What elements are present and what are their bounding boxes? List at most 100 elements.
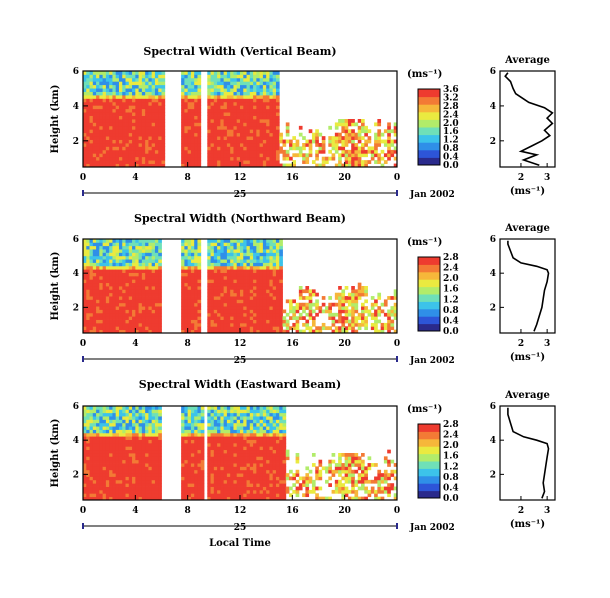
heatmap-cell [125,426,130,430]
heatmap-cell [125,442,130,447]
heatmap-cell [122,486,126,491]
heatmap-cell [154,312,159,317]
heatmap-cell [141,453,146,457]
heatmap-cell [115,160,120,164]
heatmap-cell [158,449,162,454]
heatmap-cell [243,132,247,137]
heatmap-cell [210,98,215,103]
heatmap-cell [96,163,100,168]
heatmap-cell [145,473,149,477]
heatmap-cell [158,249,162,253]
heatmap-cell [151,153,156,158]
heatmap-cell [99,439,104,444]
heatmap-cell [181,95,185,99]
heatmap-cell [393,125,398,130]
heatmap-cell [226,312,231,317]
heatmap-cell [89,91,94,96]
heatmap-cell [230,91,234,96]
heatmap-cell [217,91,221,96]
heatmap-cell [148,306,153,310]
heatmap-cell [279,132,283,137]
heatmap-cell [109,146,113,151]
heatmap-cell [151,432,156,437]
heatmap-cell [190,429,195,434]
heatmap-cell [253,419,257,424]
heatmap-cell [128,486,133,491]
heatmap-cell [128,489,133,494]
heatmap-cell [145,496,149,501]
heatmap-cell [154,406,159,410]
heatmap-cell [269,242,274,247]
heatmap-cell [357,139,362,144]
heatmap-cell [96,282,100,287]
heatmap-cell [226,139,231,144]
heatmap-cell [151,446,156,451]
heatmap-cell [102,489,107,494]
heatmap-cell [194,489,198,494]
heatmap-cell [112,463,117,467]
heatmap-cell [190,292,195,297]
heatmap-cell [92,252,97,257]
heatmap-cell [118,309,123,314]
heatmap-cell [96,302,100,307]
heatmap-cell [249,412,254,417]
heatmap-cell [207,439,211,444]
heatmap-cell [86,160,90,164]
heatmap-cell [122,259,126,263]
heatmap-cell [197,98,202,103]
heatmap-cell [99,493,104,498]
heatmap-cell [253,486,257,491]
heatmap-cell [302,316,306,320]
heatmap-cell [181,119,185,123]
heatmap-cell [99,489,104,494]
heatmap-cell [112,132,117,137]
heatmap-cell [361,322,365,327]
heatmap-cell [151,129,156,134]
heatmap-cell [151,476,156,481]
heatmap-cell [207,282,211,287]
heatmap-cell [112,156,117,161]
heatmap-cell [115,439,120,444]
heatmap-cell [122,429,126,434]
heatmap-cell [102,136,107,140]
heatmap-cell [92,81,97,86]
heatmap-cell [83,419,87,424]
heatmap-cell [292,136,297,140]
heatmap-cell [262,299,267,304]
heatmap-cell [351,129,355,134]
heatmap-cell [289,316,293,320]
heatmap-cell [89,149,94,154]
heatmap-cell [112,476,117,481]
heatmap-cell [118,296,123,300]
heatmap-cell [96,259,100,263]
heatmap-cell [158,122,162,127]
heatmap-cell [233,74,238,79]
heatmap-cell [128,153,133,158]
heatmap-cell [207,259,211,263]
heatmap-cell [86,476,90,481]
heatmap-cell [262,469,267,474]
heatmap-cell [122,77,126,82]
heatmap-cell [233,296,238,300]
heatmap-cell [89,153,94,158]
heatmap-cell [298,149,303,154]
heatmap-cell [357,289,362,294]
heatmap-cell [207,289,211,294]
heatmap-cell [105,453,110,457]
heatmap-cell [135,143,140,147]
heatmap-cell [128,146,133,151]
heatmap-cell [158,412,162,417]
heatmap-cell [102,132,107,137]
heatmap-cell [253,249,257,253]
heatmap-cell [207,422,211,427]
heatmap-cell [181,146,185,151]
heatmap-cell [328,125,332,130]
heatmap-cell [99,412,104,417]
heatmap-cell [181,252,185,257]
heatmap-cell [236,112,241,116]
heatmap-cell [259,122,264,127]
heatmap-cell [86,77,90,82]
heatmap-cell [89,282,94,287]
heatmap-cell [194,476,198,481]
heatmap-cell [213,98,218,103]
